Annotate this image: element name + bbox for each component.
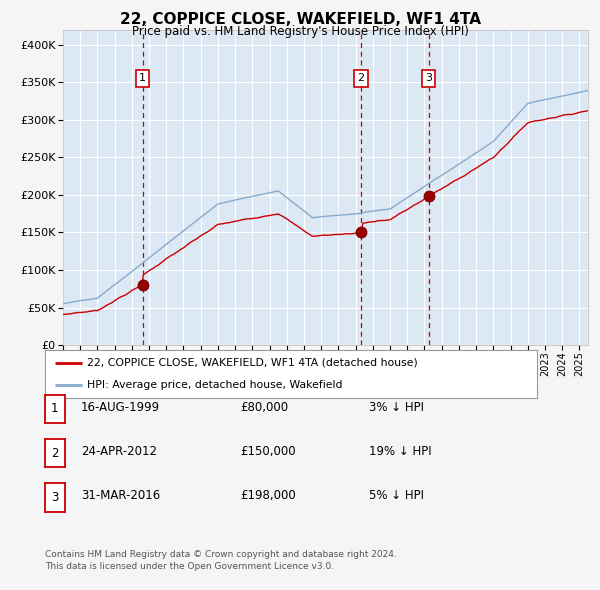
Text: £150,000: £150,000 bbox=[240, 445, 296, 458]
Text: 3% ↓ HPI: 3% ↓ HPI bbox=[369, 401, 424, 414]
Text: £198,000: £198,000 bbox=[240, 489, 296, 502]
Text: 19% ↓ HPI: 19% ↓ HPI bbox=[369, 445, 431, 458]
Text: 1: 1 bbox=[139, 73, 146, 83]
Text: 22, COPPICE CLOSE, WAKEFIELD, WF1 4TA: 22, COPPICE CLOSE, WAKEFIELD, WF1 4TA bbox=[119, 12, 481, 27]
Text: Price paid vs. HM Land Registry's House Price Index (HPI): Price paid vs. HM Land Registry's House … bbox=[131, 25, 469, 38]
Text: 1: 1 bbox=[51, 402, 59, 415]
Text: 31-MAR-2016: 31-MAR-2016 bbox=[81, 489, 160, 502]
Text: Contains HM Land Registry data © Crown copyright and database right 2024.
This d: Contains HM Land Registry data © Crown c… bbox=[45, 550, 397, 571]
Text: 22, COPPICE CLOSE, WAKEFIELD, WF1 4TA (detached house): 22, COPPICE CLOSE, WAKEFIELD, WF1 4TA (d… bbox=[87, 358, 418, 368]
Text: HPI: Average price, detached house, Wakefield: HPI: Average price, detached house, Wake… bbox=[87, 380, 343, 390]
Text: 3: 3 bbox=[51, 491, 59, 504]
Text: 24-APR-2012: 24-APR-2012 bbox=[81, 445, 157, 458]
Text: £80,000: £80,000 bbox=[240, 401, 288, 414]
Text: 16-AUG-1999: 16-AUG-1999 bbox=[81, 401, 160, 414]
Text: 5% ↓ HPI: 5% ↓ HPI bbox=[369, 489, 424, 502]
Text: 3: 3 bbox=[425, 73, 432, 83]
Text: 2: 2 bbox=[51, 447, 59, 460]
Text: 2: 2 bbox=[358, 73, 365, 83]
